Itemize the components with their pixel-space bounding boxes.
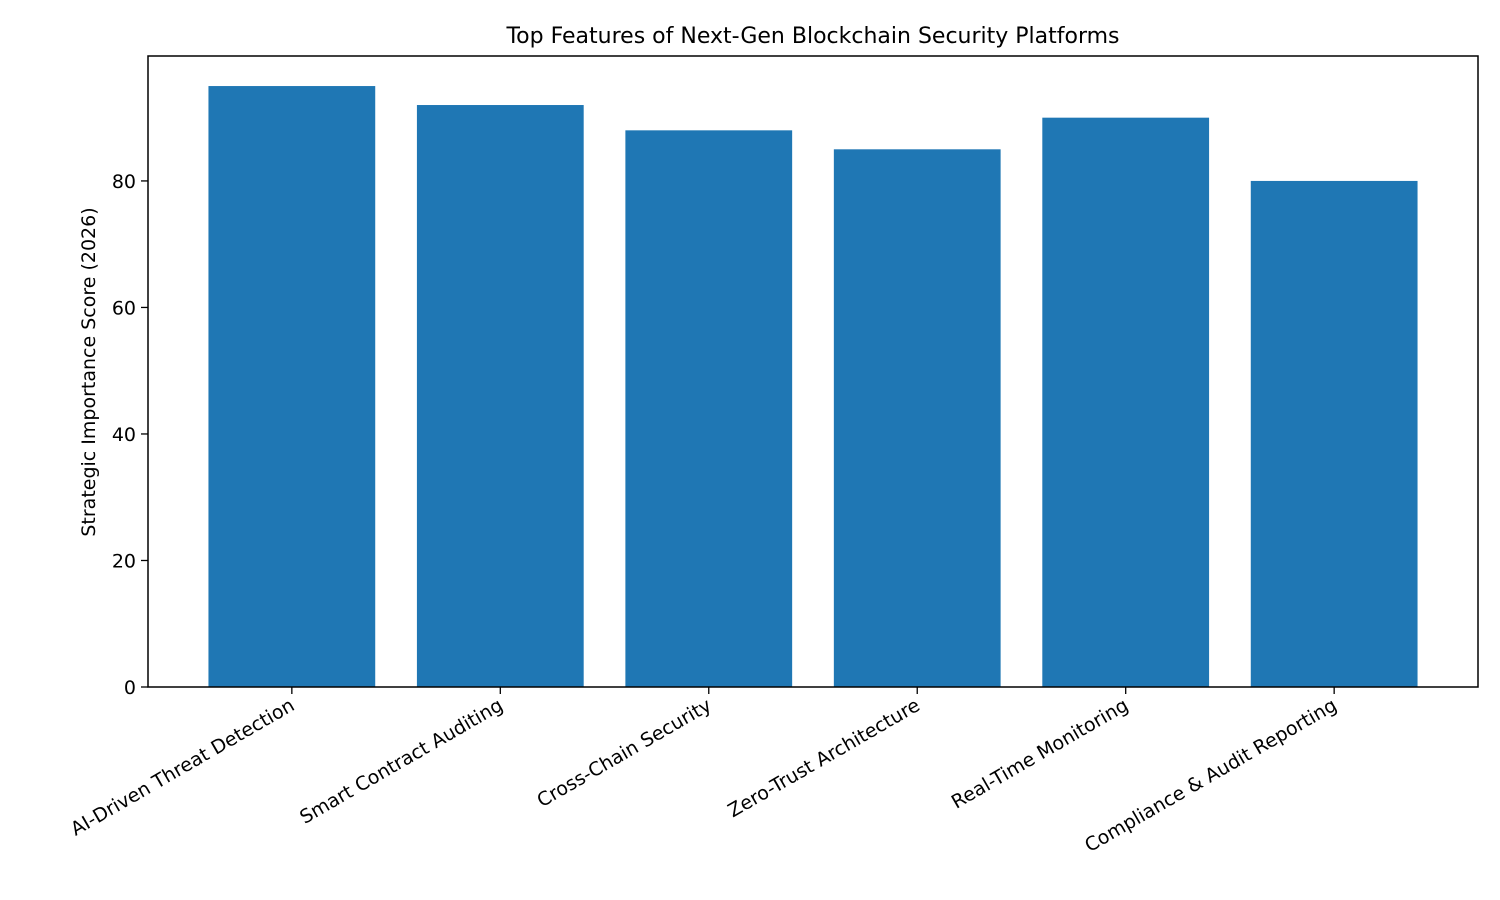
y-axis-label: Strategic Importance Score (2026)	[78, 207, 100, 536]
y-tick-label: 80	[112, 171, 136, 193]
bar	[625, 130, 793, 688]
x-tick-label: Real-Time Monitoring	[948, 694, 1132, 813]
x-tick-label: Cross-Chain Security	[533, 694, 715, 812]
bar	[833, 149, 1001, 687]
y-tick-label: 60	[112, 297, 136, 319]
y-tick-label: 40	[112, 424, 136, 446]
bar	[416, 105, 584, 687]
bar	[1042, 117, 1210, 687]
bar	[208, 86, 376, 688]
y-tick-label: 0	[124, 677, 136, 699]
plot-frame	[147, 55, 1479, 688]
x-tick-label: Smart Contract Auditing	[296, 694, 507, 828]
y-tick-label: 20	[112, 550, 136, 572]
chart-title: Top Features of Next-Gen Blockchain Secu…	[505, 24, 1119, 49]
x-tick-label: AI-Driven Threat Detection	[67, 694, 298, 840]
x-tick-label: Zero-Trust Architecture	[724, 694, 923, 822]
bar	[1250, 180, 1418, 688]
